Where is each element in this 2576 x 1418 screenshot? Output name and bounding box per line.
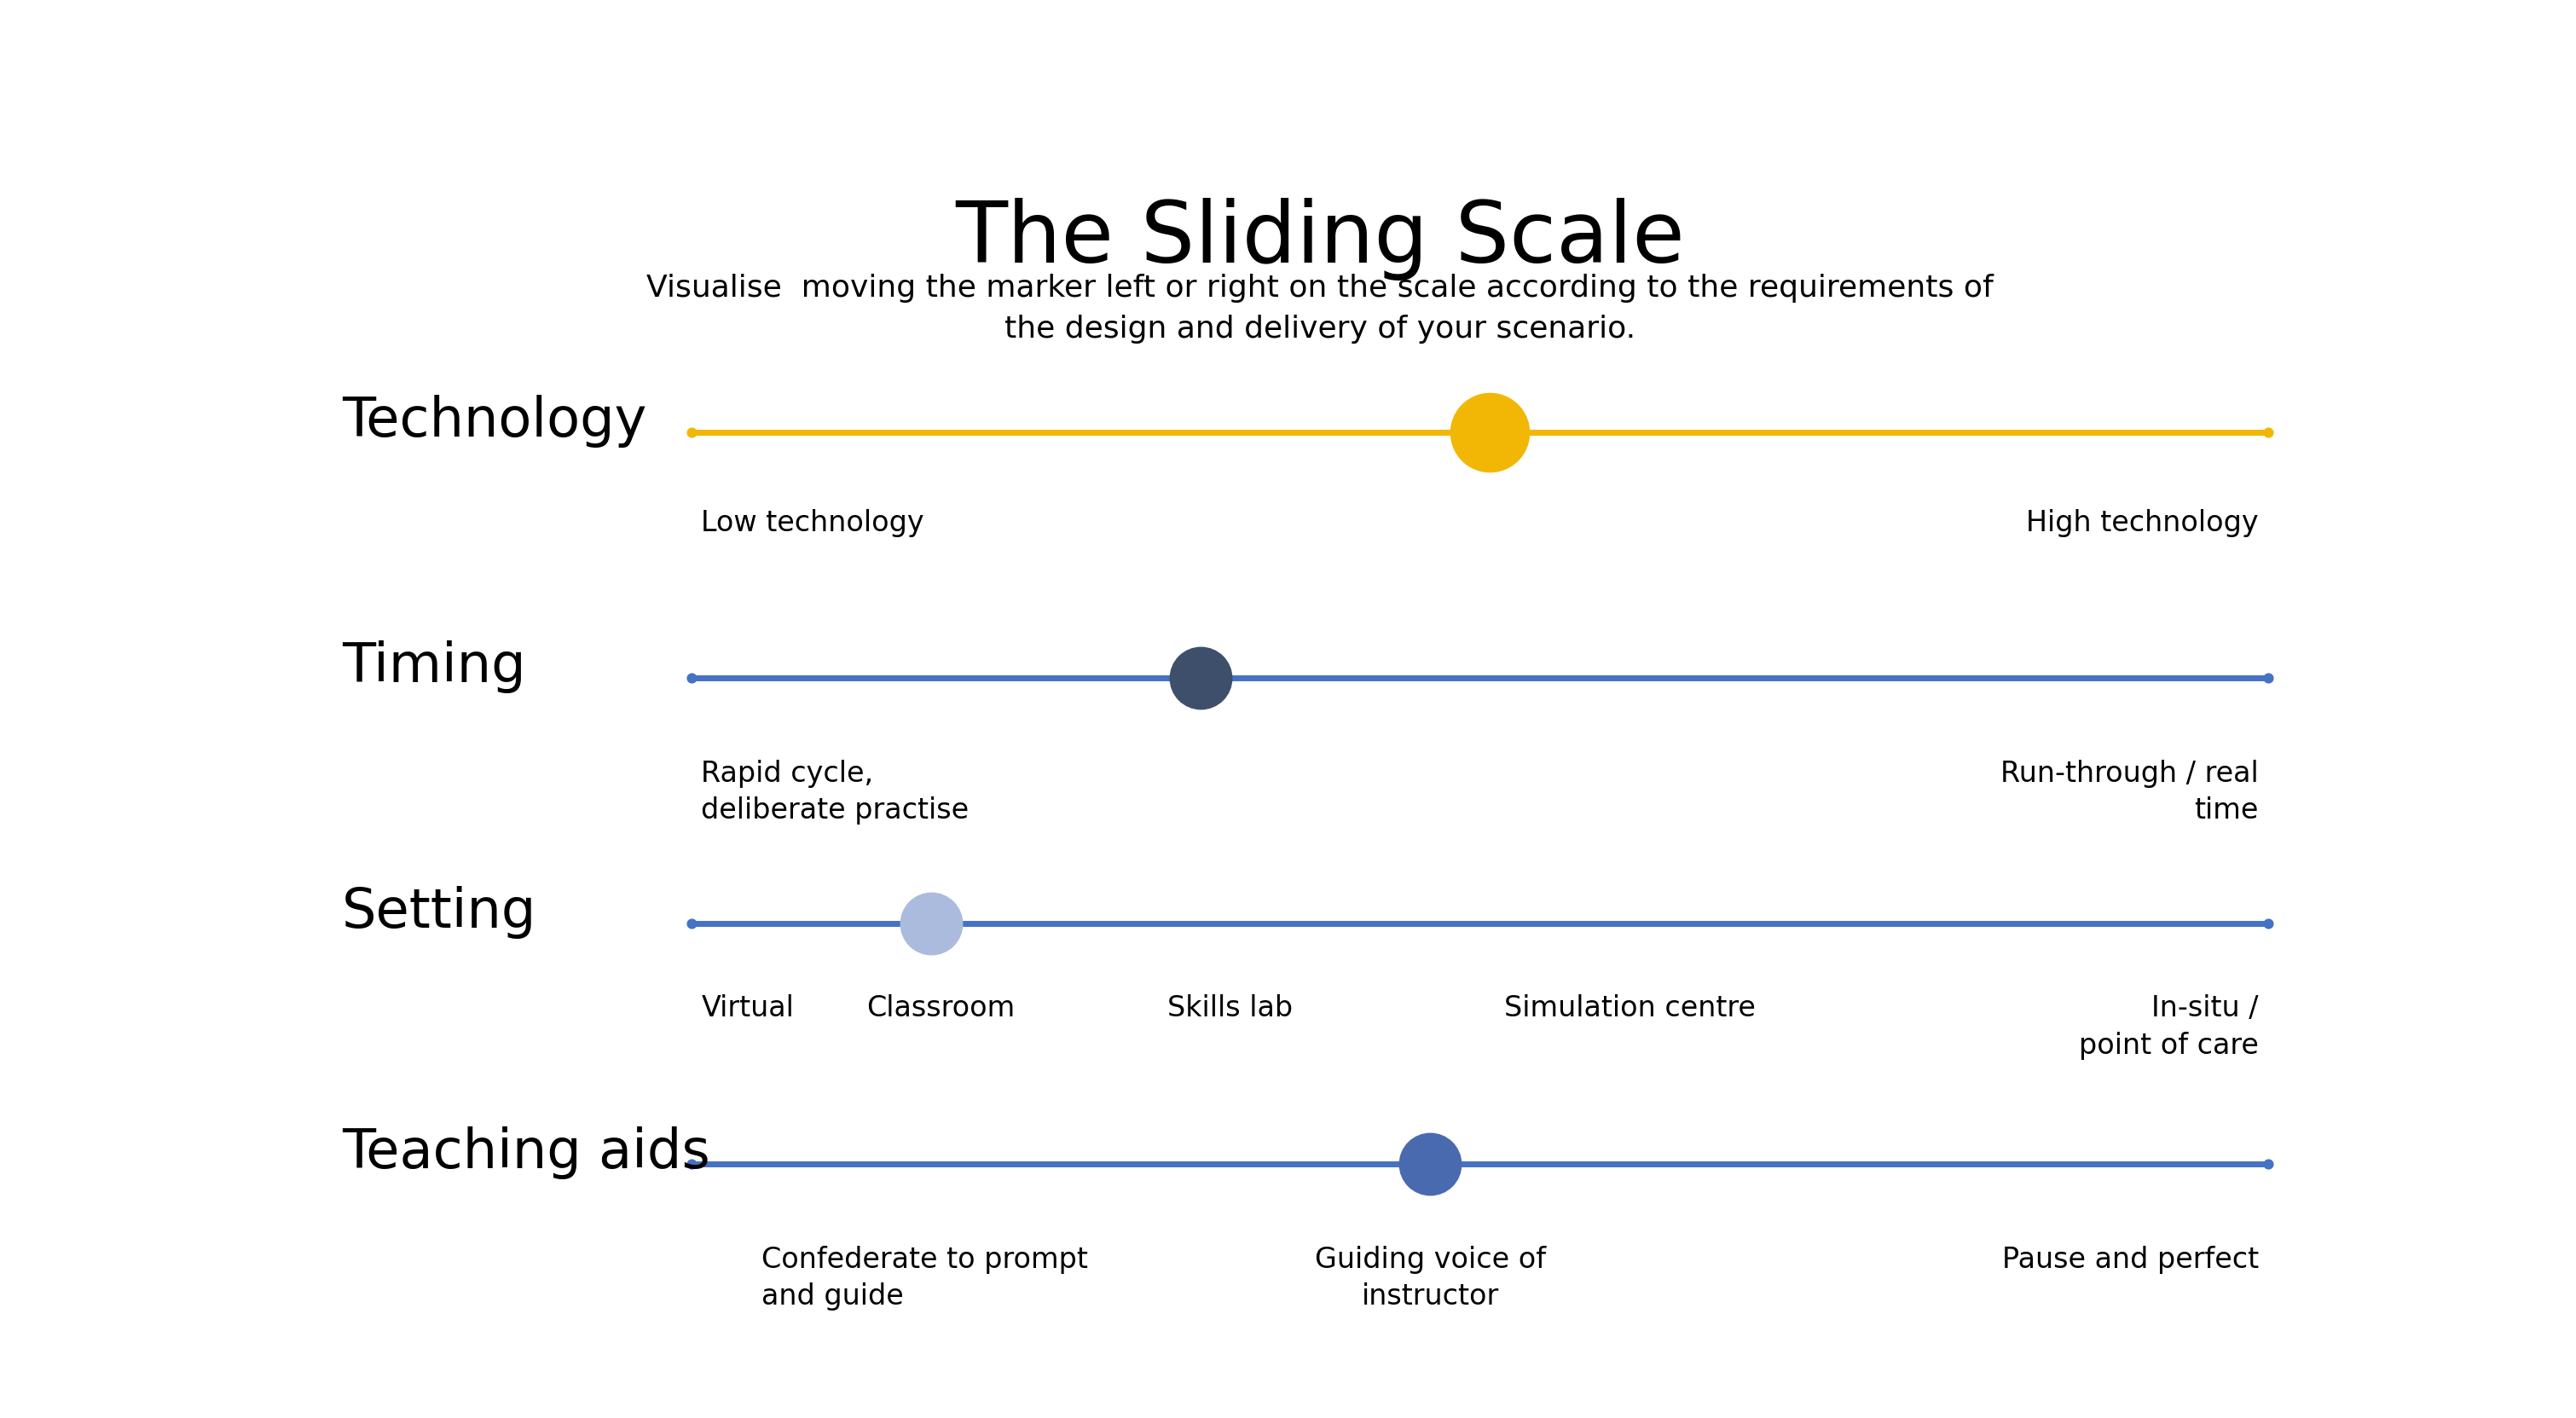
Text: Rapid cycle,
deliberate practise: Rapid cycle, deliberate practise <box>701 760 969 825</box>
Point <box>1409 1153 1450 1176</box>
Point <box>1468 421 1510 444</box>
Text: Timing: Timing <box>343 641 526 693</box>
Text: Classroom: Classroom <box>866 994 1015 1022</box>
Point <box>2249 666 2290 689</box>
Text: Low technology: Low technology <box>701 509 925 537</box>
Text: Simulation centre: Simulation centre <box>1504 994 1754 1022</box>
Point <box>2249 1153 2290 1176</box>
Text: The Sliding Scale: The Sliding Scale <box>956 197 1685 281</box>
Text: Pause and perfect: Pause and perfect <box>2002 1245 2259 1273</box>
Point <box>670 421 711 444</box>
Text: Skills lab: Skills lab <box>1167 994 1293 1022</box>
Text: Run-through / real
time: Run-through / real time <box>2002 760 2259 825</box>
Text: Teaching aids: Teaching aids <box>343 1126 711 1180</box>
Text: Technology: Technology <box>343 394 647 448</box>
Text: Visualise  moving the marker left or right on the scale according to the require: Visualise moving the marker left or righ… <box>647 274 1994 343</box>
Text: In-situ /
point of care: In-situ / point of care <box>2079 994 2259 1059</box>
Text: High technology: High technology <box>2027 509 2259 537</box>
Text: Confederate to prompt
and guide: Confederate to prompt and guide <box>762 1245 1087 1310</box>
Text: Guiding voice of
instructor: Guiding voice of instructor <box>1314 1245 1546 1310</box>
Point <box>2249 912 2290 934</box>
Point <box>909 912 951 934</box>
Text: Setting: Setting <box>343 886 536 939</box>
Point <box>670 1153 711 1176</box>
Point <box>670 666 711 689</box>
Point <box>670 912 711 934</box>
Point <box>2249 421 2290 444</box>
Point <box>1180 666 1221 689</box>
Text: Virtual: Virtual <box>701 994 793 1022</box>
